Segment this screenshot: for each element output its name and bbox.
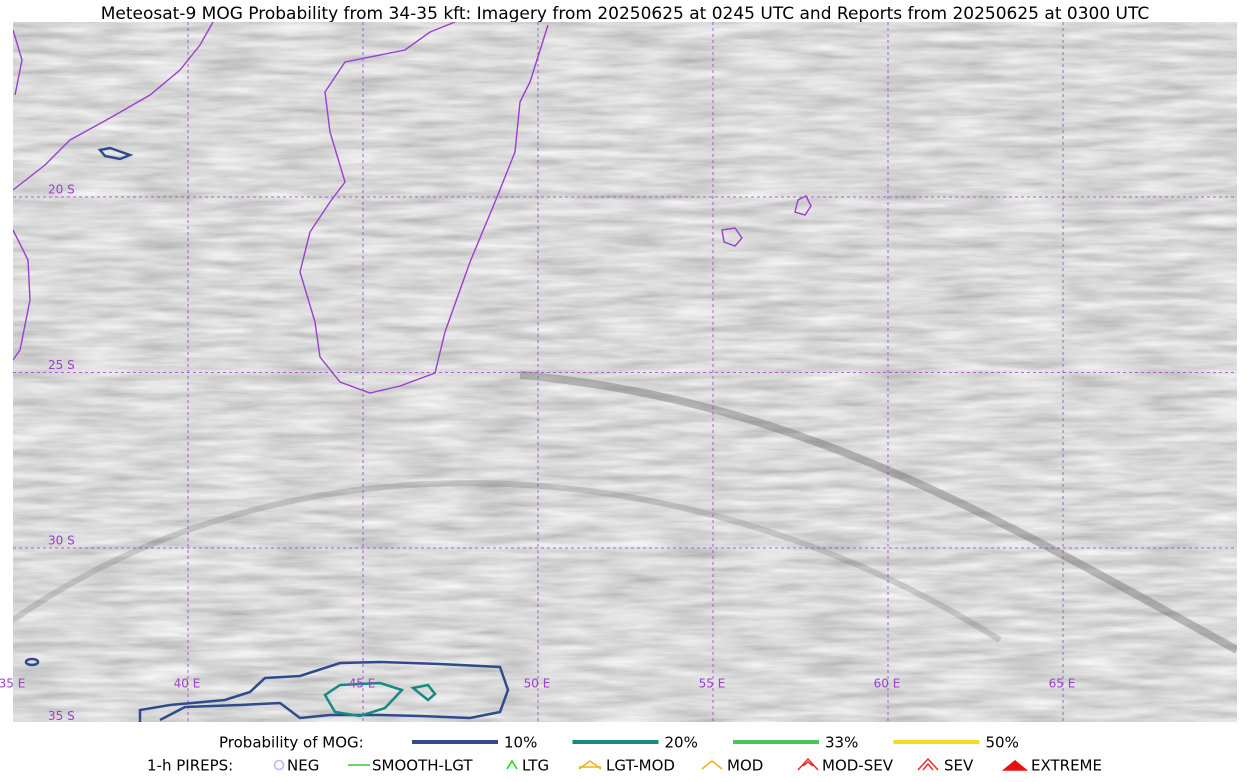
mog-contour [323,681,405,718]
legend-label: 50% [986,734,1019,752]
coastline-madagascar [299,22,549,394]
island [721,227,743,247]
mog-contour [97,146,134,161]
lat-label: 20 S [48,183,75,197]
pirep-icon [273,759,285,771]
legend-label: 33% [825,734,858,752]
legend-label: MOD-SEV [822,757,894,775]
map [13,22,1237,722]
jet-streak [519,371,1237,654]
legend-label: LTG [522,757,549,775]
lat-label: 25 S [48,358,75,372]
legend-label: SMOOTH-LGT [372,757,473,775]
mog-contour [138,660,510,722]
lon-label: 50 E [524,677,551,691]
lon-label: 35 E [0,677,25,691]
title: Meteosat-9 MOG Probability from 34-35 kf… [101,4,1150,24]
lon-label: 65 E [1049,677,1076,691]
coastline-africa [13,29,23,96]
legend-label: 10% [504,734,537,752]
legend-label: LGT-MOD [606,757,675,775]
pirep-icon [917,757,939,771]
lat-label: 30 S [48,534,75,548]
pirep-icon [578,760,602,770]
lon-label: 55 E [699,677,726,691]
coastline-africa [13,229,31,361]
lon-label: 45 E [349,677,376,691]
legend-label: EXTREME [1031,757,1102,775]
lat-label: 35 S [48,709,75,723]
lon-label: 40 E [174,677,201,691]
legend-title: Probability of MOG: [219,734,364,752]
legend-label: NEG [287,757,319,775]
legend-label: 20% [665,734,698,752]
mog-contour [410,683,437,702]
island [794,195,812,216]
pirep-icon [797,757,819,771]
jet-streak [13,480,1002,643]
pirep-icon [701,760,723,770]
legend-label: MOD [727,757,763,775]
legend-title: 1-h PIREPS: [147,757,233,775]
satellite-imagery [13,22,1237,722]
mog-contour [24,657,40,667]
coastline-africa [13,22,214,191]
lon-label: 60 E [874,677,901,691]
pirep-icon [506,759,518,770]
pirep-icon [1001,760,1029,771]
legend-label: SEV [944,757,974,775]
